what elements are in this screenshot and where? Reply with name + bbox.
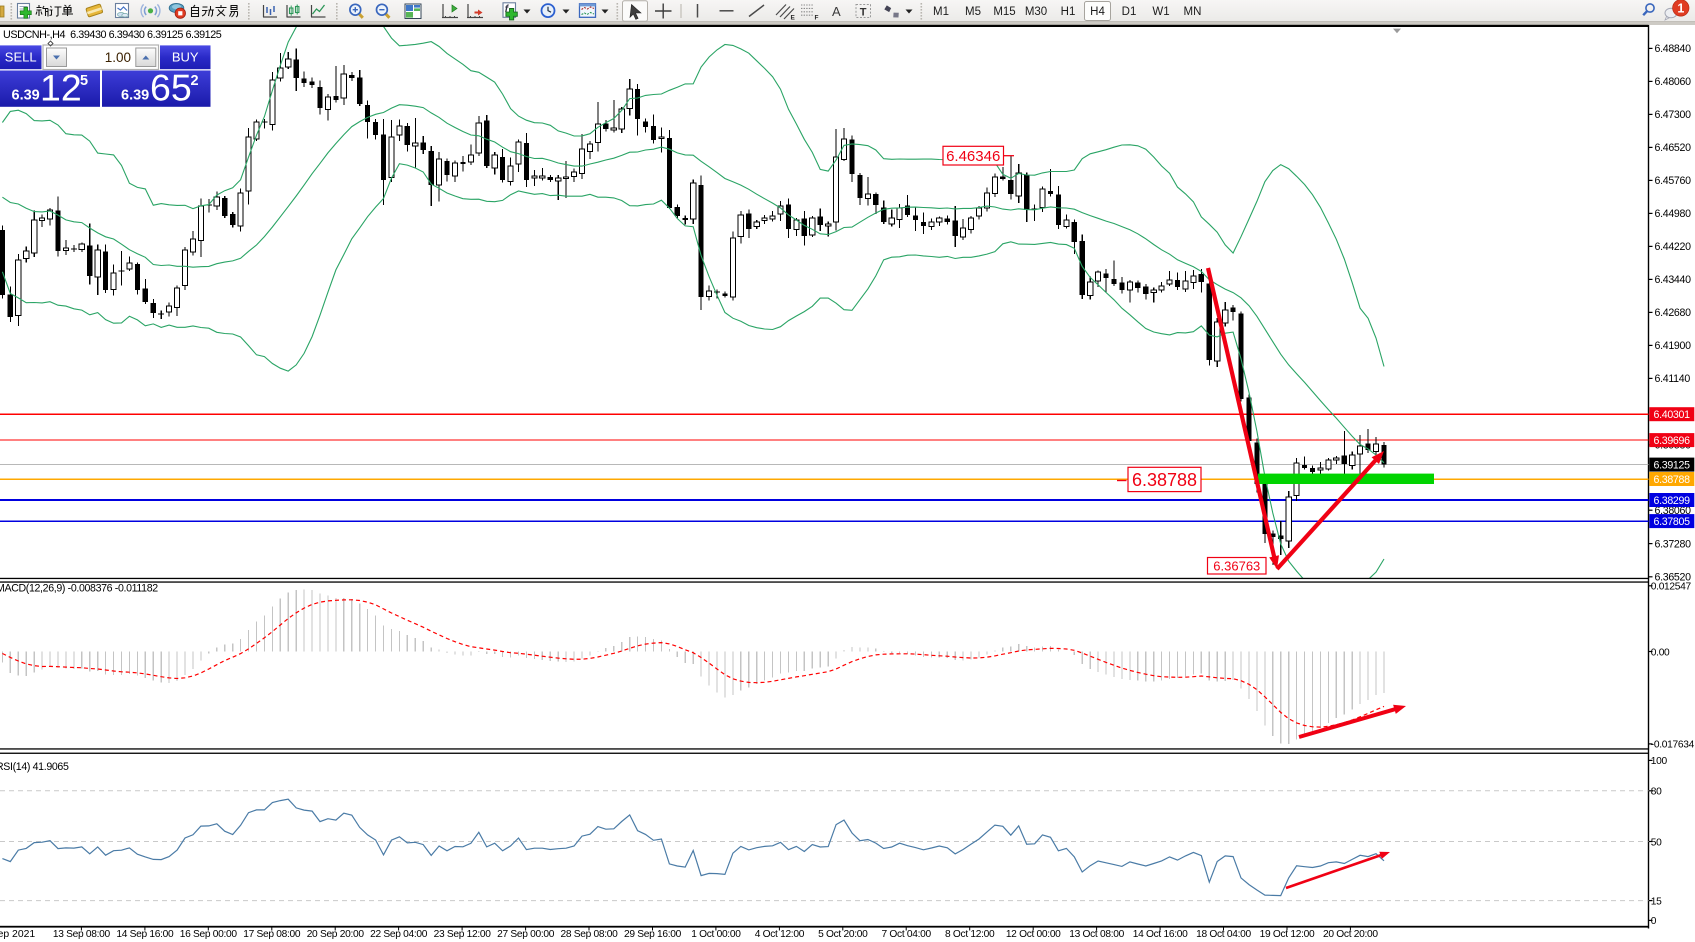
svg-text:M15: M15 (993, 6, 1015, 18)
svg-text:12 Oct 00:00: 12 Oct 00:00 (1006, 929, 1061, 940)
svg-text:H1: H1 (1061, 6, 1076, 18)
svg-text:100: 100 (1651, 756, 1668, 767)
svg-text:20 Sep 20:00: 20 Sep 20:00 (307, 929, 365, 940)
svg-text:1.00: 1.00 (105, 50, 131, 65)
svg-text:MACD(12,26,9) -0.008376 -0.011: MACD(12,26,9) -0.008376 -0.011182 (0, 583, 158, 595)
svg-text:50: 50 (1651, 837, 1662, 848)
svg-text:SELL: SELL (5, 50, 37, 65)
svg-text:A: A (832, 4, 841, 19)
svg-text:F: F (815, 15, 819, 22)
svg-text:16 Sep 00:00: 16 Sep 00:00 (180, 929, 238, 940)
svg-text:6.41140: 6.41140 (1655, 373, 1691, 385)
svg-text:6.42680: 6.42680 (1655, 307, 1692, 319)
svg-text:17 Sep 08:00: 17 Sep 08:00 (243, 929, 301, 940)
svg-text:1: 1 (1677, 1, 1684, 15)
svg-text:6.40301: 6.40301 (1654, 409, 1691, 421)
svg-text:6.39696: 6.39696 (1654, 435, 1691, 447)
svg-text:RSI(14) 41.9065: RSI(14) 41.9065 (0, 761, 69, 773)
svg-text:1 Oct 00:00: 1 Oct 00:00 (691, 929, 741, 940)
svg-text:19 Oct 12:00: 19 Oct 12:00 (1260, 929, 1315, 940)
svg-text:27 Sep 00:00: 27 Sep 00:00 (497, 929, 555, 940)
svg-text:13 Oct 08:00: 13 Oct 08:00 (1069, 929, 1124, 940)
svg-text:14 Sep 16:00: 14 Sep 16:00 (116, 929, 174, 940)
svg-text:6.41900: 6.41900 (1655, 340, 1692, 352)
svg-text:7 Oct 04:00: 7 Oct 04:00 (882, 929, 932, 940)
svg-text:9 Sep 2021: 9 Sep 2021 (0, 929, 35, 940)
svg-text:5: 5 (80, 73, 88, 89)
svg-text:22 Sep 04:00: 22 Sep 04:00 (370, 929, 428, 940)
svg-text:2: 2 (191, 73, 199, 89)
svg-text:6.38299: 6.38299 (1654, 495, 1691, 507)
svg-text:M1: M1 (933, 6, 949, 18)
svg-text:6.43440: 6.43440 (1655, 274, 1692, 286)
svg-text:0.012547: 0.012547 (1651, 582, 1692, 593)
svg-text:6.36763: 6.36763 (1213, 558, 1260, 573)
svg-text:M5: M5 (965, 6, 981, 18)
svg-text:6.39: 6.39 (12, 88, 40, 104)
svg-text:23 Sep 12:00: 23 Sep 12:00 (434, 929, 492, 940)
svg-text:6.37280: 6.37280 (1655, 538, 1692, 550)
svg-text:6.45760: 6.45760 (1655, 175, 1692, 187)
svg-text:USDCNH-,H4 6.39430 6.39430 6.: USDCNH-,H4 6.39430 6.39430 6.39125 6.391… (3, 29, 222, 41)
svg-text:6.46520: 6.46520 (1655, 142, 1692, 154)
svg-text:6.44980: 6.44980 (1655, 208, 1692, 220)
svg-text:80: 80 (1651, 787, 1662, 798)
svg-text:H4: H4 (1090, 6, 1105, 18)
svg-text:4 Oct 12:00: 4 Oct 12:00 (755, 929, 805, 940)
svg-text:14 Oct 16:00: 14 Oct 16:00 (1133, 929, 1188, 940)
svg-text:6.39: 6.39 (121, 88, 149, 104)
svg-text:6.46346: 6.46346 (946, 148, 1000, 165)
svg-text:f: f (505, 4, 510, 15)
svg-text:6.39125: 6.39125 (1654, 459, 1691, 471)
svg-text:13 Sep 08:00: 13 Sep 08:00 (53, 929, 111, 940)
svg-text:18 Oct 04:00: 18 Oct 04:00 (1196, 929, 1251, 940)
svg-text:5 Oct 20:00: 5 Oct 20:00 (818, 929, 868, 940)
svg-text:6.48060: 6.48060 (1655, 76, 1692, 88)
svg-text:6.47300: 6.47300 (1655, 109, 1692, 121)
svg-text:65: 65 (150, 67, 192, 109)
svg-text:MN: MN (1184, 6, 1202, 18)
svg-text:29 Sep 16:00: 29 Sep 16:00 (624, 929, 682, 940)
svg-text:6.38788: 6.38788 (1132, 470, 1197, 490)
svg-text:28 Sep 08:00: 28 Sep 08:00 (560, 929, 618, 940)
svg-text:0.00: 0.00 (1651, 647, 1670, 658)
svg-text:0: 0 (1651, 916, 1657, 927)
svg-text:12: 12 (40, 67, 82, 109)
svg-text:D1: D1 (1122, 6, 1137, 18)
svg-text:8 Oct 12:00: 8 Oct 12:00 (945, 929, 995, 940)
svg-text:W1: W1 (1152, 6, 1169, 18)
svg-text:6.44220: 6.44220 (1655, 241, 1692, 253)
svg-text:6.38788: 6.38788 (1654, 474, 1691, 486)
svg-text:E: E (791, 15, 796, 22)
svg-text:15: 15 (1651, 896, 1662, 907)
svg-text:6.48840: 6.48840 (1655, 43, 1692, 55)
svg-text:6.37805: 6.37805 (1654, 516, 1691, 528)
svg-text:M30: M30 (1025, 6, 1047, 18)
svg-text:-0.017634: -0.017634 (1651, 740, 1695, 751)
svg-text:6.38060: 6.38060 (1655, 505, 1692, 517)
svg-text:BUY: BUY (172, 50, 199, 65)
svg-text:T: T (860, 6, 867, 18)
svg-text:6.36520: 6.36520 (1655, 572, 1692, 584)
svg-text:20 Oct 20:00: 20 Oct 20:00 (1323, 929, 1378, 940)
